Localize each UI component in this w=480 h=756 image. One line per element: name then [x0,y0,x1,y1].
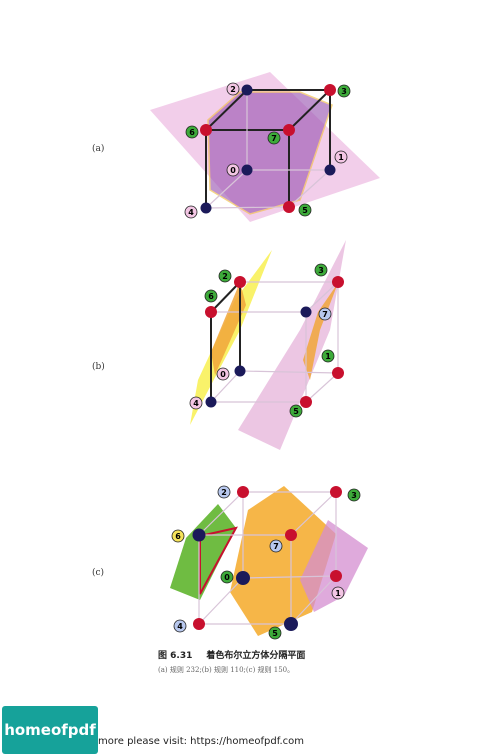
node-label-b-7: 7 [322,310,328,319]
node-label-c-3: 3 [351,491,357,500]
vertex-dots-b [205,276,344,408]
panel-a-label: (a) [92,144,105,154]
figure-caption: 图 6.31 着色布尔立方体分隔平面 [158,648,305,661]
node-label-c-5: 5 [272,629,278,638]
node-label-b-2: 2 [222,272,228,281]
cube-edges-a [205,89,331,208]
footer-link-text[interactable]: more please visit: https://homeofpdf.com [98,736,305,747]
panel-c-label: (c) [92,568,105,578]
figure-number: 图 6.31 [158,651,193,661]
figure-subcaption: (a) 规则 232;(b) 规则 110;(c) 规则 150。 [158,666,295,674]
node-label-a-7: 7 [271,134,277,143]
node-label-b-0: 0 [220,370,226,379]
node-label-a-5: 5 [302,206,308,215]
node-label-c-1: 1 [335,589,341,598]
node-label-b-3: 3 [318,266,324,275]
node-label-a-6: 6 [189,128,195,137]
vertex-dots-a [200,84,336,214]
node-label-c-0: 0 [224,573,230,582]
cube-edges-b [210,281,241,402]
node-label-a-4: 4 [188,208,194,217]
node-label-a-2: 2 [230,85,236,94]
node-label-c-2: 2 [221,488,227,497]
node-label-b-6: 6 [208,292,214,301]
figure-panel-c: 0 1 2 3 4 5 6 7 [170,485,368,640]
node-label-a-1: 1 [338,153,344,162]
node-label-b-5: 5 [293,407,299,416]
node-label-a-3: 3 [341,87,347,96]
separating-plane-c-pink [300,520,368,612]
node-label-c-4: 4 [177,622,183,631]
separating-plane-c-green [170,504,236,600]
figure-panel-b: 0 1 2 3 4 5 6 7 [189,240,346,450]
homeofpdf-logo[interactable]: homeofpdf [2,706,98,754]
vertex-dots-c [192,486,342,631]
node-label-a-0: 0 [230,166,236,175]
figure-title: 着色布尔立方体分隔平面 [206,651,306,661]
node-label-b-4: 4 [193,399,199,408]
figure-panel-a: 0 1 2 3 4 5 6 7 [150,72,380,222]
separating-plane-b-pink [238,240,346,450]
panel-b-label: (b) [92,362,105,372]
node-label-c-6: 6 [175,532,181,541]
node-label-b-1: 1 [325,352,331,361]
node-label-c-7: 7 [273,542,279,551]
